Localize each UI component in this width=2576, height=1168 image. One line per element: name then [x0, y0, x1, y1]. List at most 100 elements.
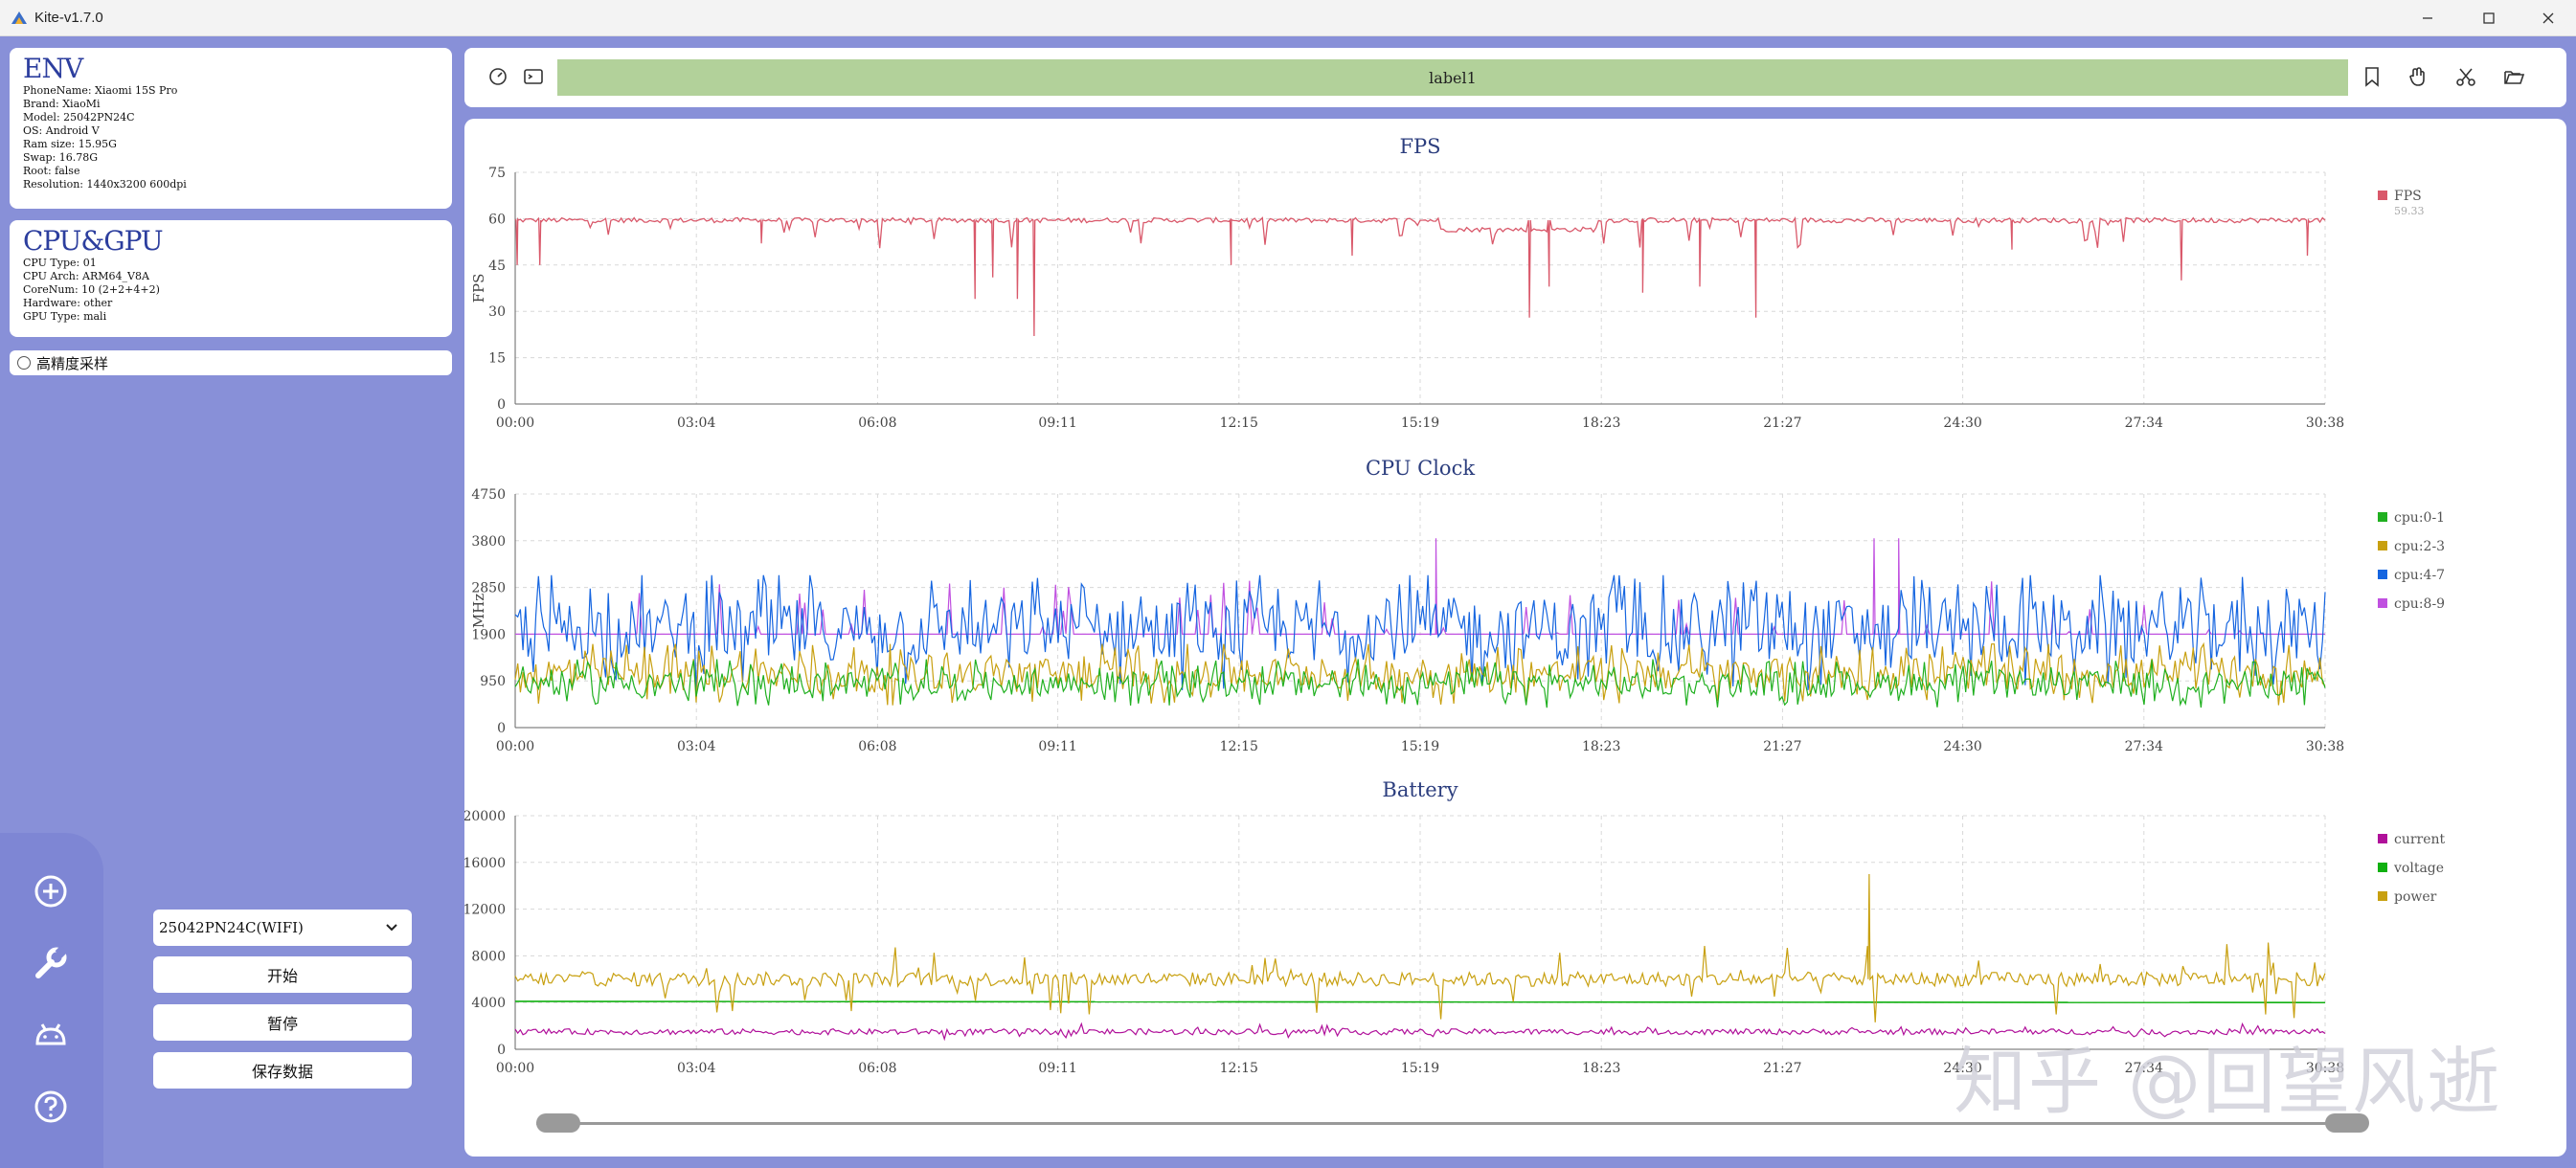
toolbar: label1	[464, 48, 2566, 107]
y-tick-label: 12000	[464, 903, 506, 918]
x-tick-label: 24:30	[1943, 1061, 1981, 1076]
legend-swatch	[2378, 570, 2387, 579]
x-tick-label: 00:00	[496, 416, 534, 431]
env-line: PhoneName: Xiaomi 15S Pro	[23, 84, 178, 97]
legend-swatch	[2378, 891, 2387, 901]
y-tick-label: 60	[488, 212, 506, 227]
env-lines: PhoneName: Xiaomi 15S Pro Brand: XiaoMi Mo…	[23, 84, 439, 191]
zoom-slider-end-handle[interactable]	[2325, 1113, 2369, 1133]
legend-swatch	[2378, 512, 2387, 522]
x-tick-label: 27:34	[2125, 739, 2163, 754]
start-button[interactable]: 开始	[153, 956, 412, 993]
cpugpu-lines: CPU Type: 01 CPU Arch: ARM64_V8A CoreNum: …	[23, 257, 439, 324]
x-tick-label: 21:27	[1763, 739, 1801, 754]
terminal-icon[interactable]	[522, 65, 545, 88]
zoom-slider-start-handle[interactable]	[536, 1113, 580, 1133]
sidebar-rail	[0, 833, 103, 1168]
zoom-slider-track[interactable]	[536, 1122, 2346, 1125]
y-tick-label: 4750	[471, 487, 506, 503]
x-tick-label: 18:23	[1582, 416, 1620, 431]
device-select-value: 25042PN24C(WIFI)	[159, 919, 304, 936]
legend-label: voltage	[2393, 861, 2444, 876]
x-tick-label: 18:23	[1582, 739, 1620, 754]
legend-swatch	[2378, 191, 2387, 200]
label-field[interactable]: label1	[557, 59, 2348, 96]
y-tick-label: 1900	[471, 627, 506, 642]
env-line: Resolution: 1440x3200 600dpi	[23, 178, 187, 191]
x-tick-label: 24:30	[1943, 416, 1981, 431]
title-bar: Kite-v1.7.0	[0, 0, 2576, 36]
high-precision-sampling[interactable]: 高精度采样	[10, 350, 452, 375]
add-circle-icon[interactable]	[31, 871, 71, 911]
x-tick-label: 00:00	[496, 739, 534, 754]
maximize-icon[interactable]	[2465, 0, 2513, 36]
window-title: Kite-v1.7.0	[34, 10, 103, 26]
hand-icon[interactable]	[2407, 65, 2429, 88]
y-tick-label: 0	[497, 1043, 506, 1058]
x-tick-label: 12:15	[1220, 739, 1258, 754]
speedometer-icon[interactable]	[486, 65, 509, 88]
x-tick-label: 03:04	[677, 739, 715, 754]
x-tick-label: 15:19	[1401, 416, 1439, 431]
legend-label: FPS	[2394, 189, 2422, 204]
x-tick-label: 06:08	[858, 1061, 896, 1076]
x-tick-label: 27:34	[2125, 1061, 2163, 1076]
env-line: OS: Android V	[23, 124, 100, 137]
x-tick-label: 00:00	[496, 1061, 534, 1076]
cpugpu-card: CPU&GPU CPU Type: 01 CPU Arch: ARM64_V8A C…	[10, 220, 452, 337]
x-tick-label: 12:15	[1220, 1061, 1258, 1076]
chart-title: FPS	[1399, 135, 1440, 158]
env-line: Root: false	[23, 165, 80, 177]
charts-svg[interactable]: FPS FPS 0 15 30 45 60 75 00:00 03:04 06:08 09:11 12:…	[464, 119, 2566, 1157]
legend-swatch	[2378, 598, 2387, 608]
env-heading: ENV	[23, 53, 83, 84]
sampling-radio[interactable]	[17, 356, 31, 370]
help-icon[interactable]	[31, 1087, 71, 1127]
close-icon[interactable]	[2524, 0, 2572, 36]
x-tick-label: 21:27	[1763, 1061, 1801, 1076]
watermark: 知乎 @回望风逝	[1954, 1039, 2502, 1124]
legend-swatch	[2378, 541, 2387, 550]
y-tick-label: 30	[488, 304, 506, 320]
x-tick-label: 30:38	[2306, 739, 2344, 754]
y-axis-label: MHz	[470, 594, 487, 628]
cpugpu-heading: CPU&GPU	[23, 225, 164, 257]
y-tick-label: 8000	[471, 949, 506, 964]
legend-label: power	[2394, 889, 2437, 905]
current-series-line	[514, 1022, 2326, 1042]
env-line: Swap: 16.78G	[23, 151, 99, 164]
x-tick-label: 12:15	[1220, 416, 1258, 431]
chart-panel: FPS FPS 0 15 30 45 60 75 00:00 03:04 06:08 09:11 12:…	[464, 119, 2566, 1157]
app-icon	[11, 11, 27, 24]
cpugpu-line: GPU Type: mali	[23, 310, 107, 323]
bookmark-icon[interactable]	[2361, 65, 2384, 88]
folder-open-icon[interactable]	[2502, 65, 2525, 88]
y-tick-label: 3800	[471, 534, 506, 550]
cpugpu-line: CPU Type: 01	[23, 257, 97, 269]
cpugpu-line: Hardware: other	[23, 297, 113, 309]
y-tick-label: 0	[497, 721, 506, 736]
legend-label: cpu:2-3	[2394, 539, 2445, 554]
cpu-series-line	[515, 538, 2325, 635]
x-tick-label: 15:19	[1401, 1061, 1439, 1076]
x-tick-label: 27:34	[2125, 416, 2163, 431]
device-select[interactable]: 25042PN24C(WIFI)	[153, 910, 412, 946]
legend-value: 59.33	[2394, 205, 2425, 217]
cpugpu-line: CoreNum: 10 (2+2+4+2)	[23, 283, 160, 296]
sampling-label: 高精度采样	[36, 354, 109, 372]
scissors-icon[interactable]	[2454, 65, 2477, 88]
x-tick-label: 30:38	[2306, 1061, 2344, 1076]
wrench-icon[interactable]	[31, 943, 71, 983]
x-tick-label: 21:27	[1763, 416, 1801, 431]
x-tick-label: 06:08	[858, 416, 896, 431]
y-tick-label: 950	[480, 674, 506, 689]
legend-label: cpu:4-7	[2394, 568, 2445, 583]
save-data-button[interactable]: 保存数据	[153, 1052, 412, 1089]
minimize-icon[interactable]	[2404, 0, 2452, 36]
android-icon[interactable]	[31, 1015, 71, 1055]
y-tick-label: 2850	[471, 581, 506, 596]
chart-title: CPU Clock	[1366, 457, 1475, 480]
power-series-line	[514, 873, 2326, 1022]
pause-button[interactable]: 暂停	[153, 1004, 412, 1041]
chevron-down-icon	[386, 924, 397, 932]
